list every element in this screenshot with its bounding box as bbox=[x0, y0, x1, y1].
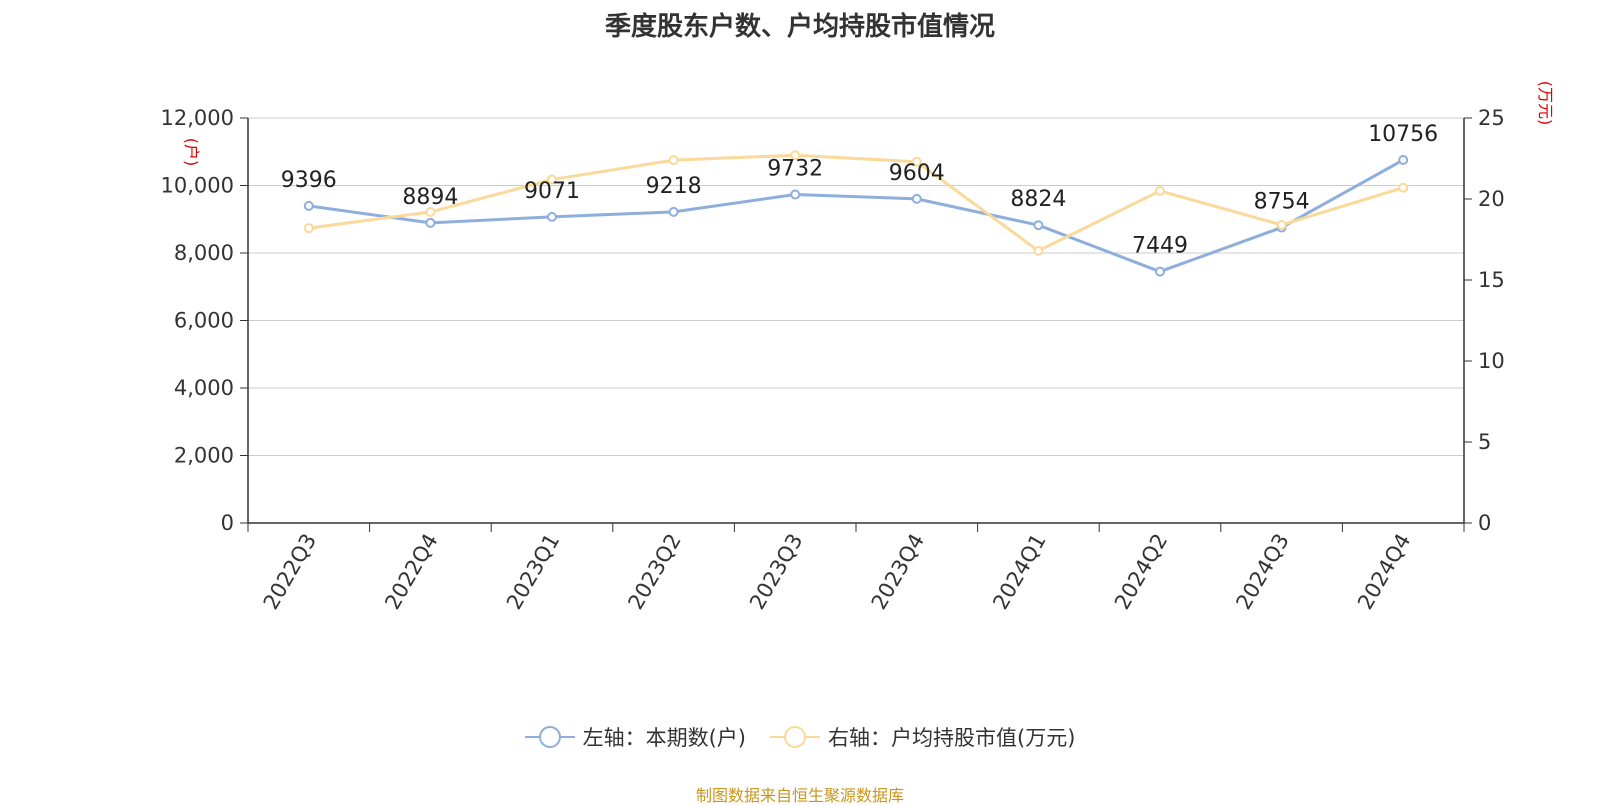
source-note: 制图数据来自恒生聚源数据库 bbox=[695, 786, 904, 805]
data-label: 8894 bbox=[402, 185, 458, 210]
series-line-holders bbox=[308, 158, 1404, 274]
point-holders bbox=[303, 200, 314, 211]
left-axis-tick-label: 12,000 bbox=[161, 106, 234, 130]
point-holders bbox=[1398, 154, 1409, 165]
data-label: 10756 bbox=[1368, 122, 1438, 147]
legend-line-circle-icon bbox=[770, 726, 820, 748]
point-holders bbox=[425, 217, 436, 228]
data-label: 9071 bbox=[524, 179, 580, 204]
point-avg-value bbox=[1155, 185, 1165, 196]
legend-label-right: 右轴：户均持股市值(万元) bbox=[828, 726, 1076, 750]
point-avg-value bbox=[1398, 182, 1409, 193]
right-axis-unit: (万元) bbox=[1536, 81, 1555, 126]
grid-lines bbox=[248, 117, 1464, 456]
left-axis-tick-label: 6,000 bbox=[174, 309, 234, 333]
point-avg-value bbox=[790, 150, 801, 161]
chart-title: 季度股东户数、户均持股市值情况 bbox=[604, 12, 995, 42]
x-axis-tick-label: 2022Q3 bbox=[259, 530, 321, 614]
data-label: 9732 bbox=[767, 157, 823, 182]
point-holders bbox=[1155, 266, 1165, 277]
right-axis-tick-label: 0 bbox=[1478, 511, 1491, 535]
left-axis-tick-label: 10,000 bbox=[161, 174, 234, 198]
point-holders bbox=[1033, 220, 1044, 231]
x-axis-tick-label: 2023Q2 bbox=[623, 530, 685, 614]
left-axis-tick-label: 8,000 bbox=[174, 241, 234, 265]
data-label: 9604 bbox=[889, 161, 945, 186]
x-axis-tick-label: 2024Q1 bbox=[988, 530, 1050, 614]
point-avg-value bbox=[425, 206, 436, 217]
x-axis-tick-label: 2024Q2 bbox=[1110, 530, 1172, 614]
data-label: 8754 bbox=[1254, 190, 1310, 215]
legend-item-left[interactable]: 左轴：本期数(户) bbox=[524, 722, 746, 752]
data-label: 9218 bbox=[646, 174, 702, 199]
legend-item-right[interactable]: 右轴：户均持股市值(万元) bbox=[770, 722, 1075, 752]
legend: 左轴：本期数(户) 右轴：户均持股市值(万元) bbox=[0, 722, 1600, 752]
point-holders bbox=[790, 189, 801, 200]
right-axis-tick-label: 20 bbox=[1478, 187, 1505, 211]
data-label: 8824 bbox=[1010, 187, 1066, 212]
data-labels: 9396 8894 9071 9218 9732 9604 8824 7449 8754 1075… bbox=[281, 122, 1438, 259]
x-axis-tick-label: 2023Q1 bbox=[502, 530, 564, 614]
right-axis-tick-label: 25 bbox=[1478, 106, 1505, 130]
x-axis-tick-label: 2024Q4 bbox=[1353, 530, 1415, 614]
left-axis-tick-label: 2,000 bbox=[174, 444, 234, 468]
x-axis-tick-label: 2024Q3 bbox=[1231, 530, 1293, 614]
left-axis-tick-label: 4,000 bbox=[174, 376, 234, 400]
series-lines bbox=[303, 150, 1409, 277]
x-axis-tick-label: 2023Q4 bbox=[867, 530, 929, 614]
data-label: 7449 bbox=[1132, 234, 1188, 259]
axes: 0 2,000 4,000 6,000 8,000 10,000 12,000 0 5 10 15 2… bbox=[161, 81, 1555, 614]
point-avg-value bbox=[1276, 219, 1287, 230]
right-axis-tick-label: 5 bbox=[1478, 430, 1491, 454]
left-axis-unit: (户) bbox=[182, 138, 201, 167]
x-axis-tick-label: 2022Q4 bbox=[380, 530, 442, 614]
legend-line-circle-icon bbox=[524, 726, 575, 748]
point-avg-value bbox=[911, 156, 922, 167]
right-axis-tick-label: 15 bbox=[1478, 268, 1505, 292]
x-axis-tick-label: 2023Q3 bbox=[745, 530, 807, 614]
point-avg-value bbox=[303, 223, 314, 234]
data-label: 9396 bbox=[281, 168, 337, 193]
left-axis-tick-label: 0 bbox=[221, 511, 234, 535]
point-holders bbox=[911, 193, 922, 204]
point-avg-value bbox=[1033, 245, 1044, 256]
point-holders bbox=[547, 211, 557, 222]
series-line-avg-value bbox=[308, 153, 1404, 253]
point-avg-value bbox=[668, 155, 679, 166]
legend-label-left: 左轴：本期数(户) bbox=[582, 726, 746, 750]
point-avg-value bbox=[547, 174, 557, 185]
right-axis-tick-label: 10 bbox=[1478, 349, 1505, 373]
point-holders bbox=[668, 206, 679, 217]
